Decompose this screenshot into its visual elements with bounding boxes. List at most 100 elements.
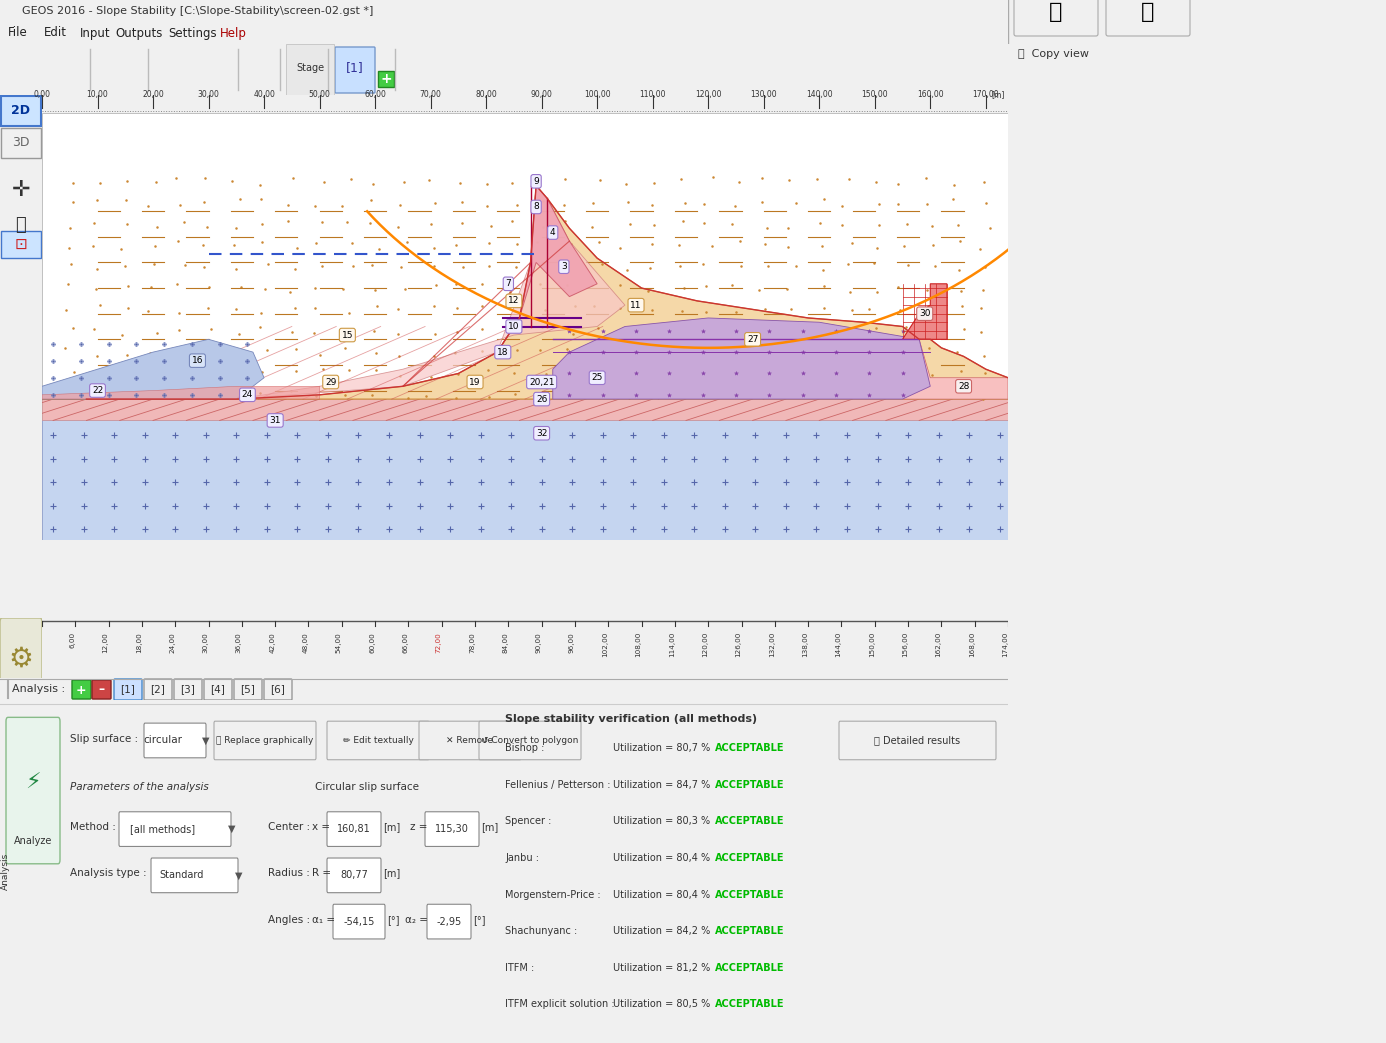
FancyBboxPatch shape xyxy=(234,679,262,700)
Text: 54,00: 54,00 xyxy=(335,632,342,653)
Text: Center :: Center : xyxy=(267,822,310,832)
Polygon shape xyxy=(236,186,625,399)
Text: 126,00: 126,00 xyxy=(736,632,742,657)
Text: Circular slip surface: Circular slip surface xyxy=(315,781,419,792)
Text: 20,00: 20,00 xyxy=(143,90,164,99)
Text: File: File xyxy=(8,26,28,40)
Polygon shape xyxy=(42,386,320,399)
Text: Morgenstern-Price :: Morgenstern-Price : xyxy=(505,890,600,900)
Text: z =: z = xyxy=(410,822,427,832)
Text: 29: 29 xyxy=(324,378,337,387)
Text: circular: circular xyxy=(144,735,183,746)
Text: 6,00: 6,00 xyxy=(69,632,75,648)
Polygon shape xyxy=(553,318,930,399)
Text: Input: Input xyxy=(80,26,111,40)
Text: GEOS 2016 - Slope Stability [C:\Slope-Stability\screen-02.gst *]: GEOS 2016 - Slope Stability [C:\Slope-St… xyxy=(22,6,373,16)
Text: ACCEPTABLE: ACCEPTABLE xyxy=(715,890,784,900)
Text: Analysis: Analysis xyxy=(0,853,10,890)
FancyBboxPatch shape xyxy=(119,811,231,847)
Text: -54,15: -54,15 xyxy=(344,917,374,926)
Text: 📋  Copy view: 📋 Copy view xyxy=(1017,49,1089,59)
Text: 32: 32 xyxy=(536,429,547,438)
Text: 150,00: 150,00 xyxy=(869,632,875,657)
Text: 19: 19 xyxy=(470,378,481,387)
Text: 150,00: 150,00 xyxy=(862,90,888,99)
Text: α₁ =: α₁ = xyxy=(312,915,335,925)
FancyBboxPatch shape xyxy=(6,718,60,864)
Text: 96,00: 96,00 xyxy=(570,632,575,653)
Text: 80,77: 80,77 xyxy=(340,870,367,880)
Text: 144,00: 144,00 xyxy=(836,632,841,657)
Text: -2,95: -2,95 xyxy=(437,917,462,926)
Text: Utilization = 84,7 %: Utilization = 84,7 % xyxy=(613,780,710,790)
Text: [4]: [4] xyxy=(211,684,226,694)
Text: Fellenius / Petterson :: Fellenius / Petterson : xyxy=(505,780,610,790)
FancyBboxPatch shape xyxy=(426,811,480,847)
Text: 120,00: 120,00 xyxy=(703,632,708,657)
Text: 70,00: 70,00 xyxy=(420,90,442,99)
Text: 80,00: 80,00 xyxy=(475,90,498,99)
Text: 100,00: 100,00 xyxy=(584,90,610,99)
Text: Standard: Standard xyxy=(159,870,204,880)
FancyBboxPatch shape xyxy=(1,231,42,258)
Text: 132,00: 132,00 xyxy=(769,632,775,657)
Text: 114,00: 114,00 xyxy=(669,632,675,657)
Text: Method :: Method : xyxy=(71,822,116,832)
Text: 90,00: 90,00 xyxy=(535,632,542,653)
Text: 30: 30 xyxy=(919,309,930,318)
Text: 30,00: 30,00 xyxy=(202,632,208,653)
Polygon shape xyxy=(902,284,947,339)
Text: ⊡: ⊡ xyxy=(15,237,28,251)
Text: Edit: Edit xyxy=(44,26,67,40)
Text: ⚡: ⚡ xyxy=(25,773,40,793)
FancyBboxPatch shape xyxy=(72,680,91,699)
Text: ACCEPTABLE: ACCEPTABLE xyxy=(715,817,784,826)
Text: [all methods]: [all methods] xyxy=(130,824,195,834)
FancyBboxPatch shape xyxy=(114,679,141,700)
FancyBboxPatch shape xyxy=(480,721,581,759)
FancyBboxPatch shape xyxy=(1015,0,1098,37)
Text: 8: 8 xyxy=(534,202,539,212)
Text: ACCEPTABLE: ACCEPTABLE xyxy=(715,963,784,973)
Text: 108,00: 108,00 xyxy=(636,632,642,657)
FancyBboxPatch shape xyxy=(327,721,430,759)
Text: 24: 24 xyxy=(241,390,254,399)
Polygon shape xyxy=(42,420,1008,540)
Text: Utilization = 84,2 %: Utilization = 84,2 % xyxy=(613,926,710,937)
Text: [°]: [°] xyxy=(473,915,485,925)
Text: 120,00: 120,00 xyxy=(694,90,722,99)
Text: 18,00: 18,00 xyxy=(136,632,141,653)
Text: 11: 11 xyxy=(631,300,642,310)
Text: x =: x = xyxy=(312,822,330,832)
Text: 174,00: 174,00 xyxy=(1002,632,1008,657)
Text: ACCEPTABLE: ACCEPTABLE xyxy=(715,853,784,863)
Text: 130,00: 130,00 xyxy=(750,90,778,99)
Text: 12,00: 12,00 xyxy=(103,632,108,653)
Text: [6]: [6] xyxy=(270,684,286,694)
Text: Stage: Stage xyxy=(297,63,324,73)
Text: 0,00: 0,00 xyxy=(36,632,42,648)
Bar xyxy=(1008,0,1386,44)
FancyBboxPatch shape xyxy=(333,904,385,939)
Text: 🖨: 🖨 xyxy=(1049,2,1063,22)
Text: ▼: ▼ xyxy=(229,824,236,834)
Text: [5]: [5] xyxy=(241,684,255,694)
Text: 36,00: 36,00 xyxy=(236,632,243,653)
Polygon shape xyxy=(42,186,1008,399)
Text: R =: R = xyxy=(312,869,331,878)
Text: Slope stability verification (all methods): Slope stability verification (all method… xyxy=(505,714,757,724)
Text: 78,00: 78,00 xyxy=(468,632,475,653)
Text: +: + xyxy=(380,72,392,86)
Text: 22: 22 xyxy=(91,386,103,395)
Text: +: + xyxy=(76,683,86,697)
Text: [1]: [1] xyxy=(121,684,136,694)
Text: 102,00: 102,00 xyxy=(603,632,608,657)
Text: 10: 10 xyxy=(509,322,520,331)
Text: Spencer :: Spencer : xyxy=(505,817,552,826)
FancyBboxPatch shape xyxy=(335,47,376,93)
Text: ACCEPTABLE: ACCEPTABLE xyxy=(715,780,784,790)
Text: Utilization = 81,2 %: Utilization = 81,2 % xyxy=(613,963,710,973)
Text: Janbu :: Janbu : xyxy=(505,853,539,863)
Text: ✕ Remove: ✕ Remove xyxy=(446,736,493,745)
Text: 25: 25 xyxy=(592,373,603,382)
